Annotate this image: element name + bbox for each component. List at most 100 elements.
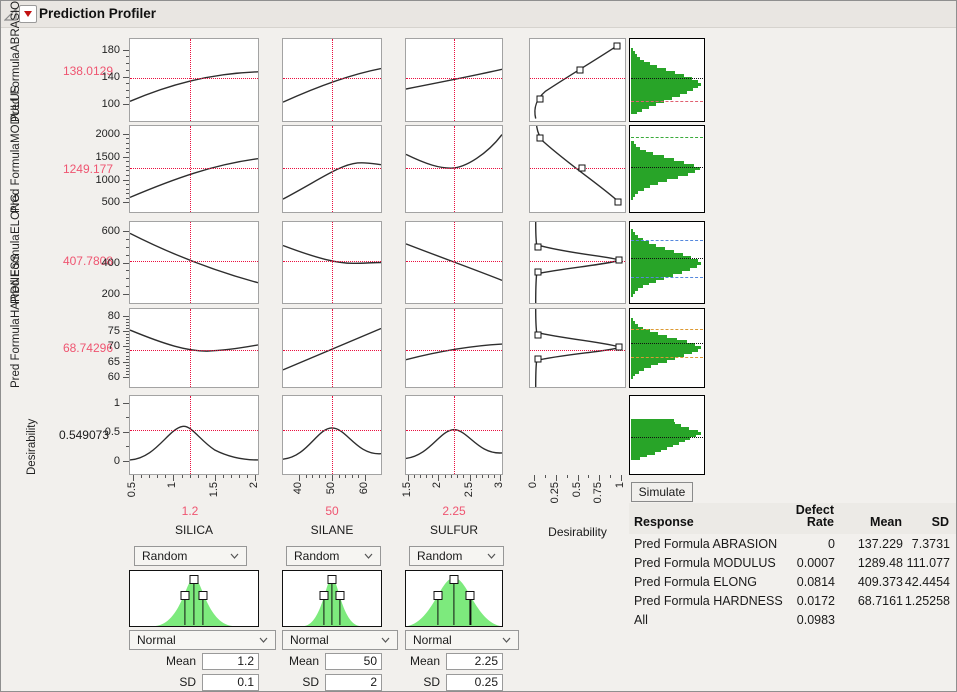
random-dropdown-silane[interactable]: Random [286,546,381,566]
profile-cell-hardness-sulfur[interactable] [405,308,503,388]
factor-crosshair[interactable] [454,309,455,387]
desirability-handle[interactable] [534,331,542,339]
sd-input[interactable]: 0.1 [202,673,259,691]
x-minor-tick [238,475,240,478]
y-minor-tick [126,83,129,85]
desirability-cell-hardness[interactable] [529,308,626,388]
desirability-handle[interactable] [536,95,544,103]
factor-crosshair[interactable] [190,309,192,387]
histogram-bar [631,354,685,358]
y-minor-tick [126,352,129,354]
factor-crosshair[interactable] [332,309,333,387]
sd-handle[interactable] [465,590,475,600]
factor-distribution-silica[interactable] [129,570,259,627]
factor-crosshair[interactable] [454,222,455,303]
y-minor-tick [126,56,129,58]
profile-cell-hardness-silica[interactable] [129,308,259,388]
sd-handle[interactable] [433,590,443,600]
factor-crosshair[interactable] [332,39,333,121]
response-current-value[interactable]: 407.7808 [62,254,113,268]
histogram-bar [631,164,694,168]
sd-input[interactable]: 0.25 [446,673,503,691]
histogram-bar [631,105,649,109]
response-crosshair [130,429,258,431]
distribution-dropdown-sulfur[interactable]: Normal [405,630,519,650]
factor-crosshair[interactable] [190,222,192,303]
profile-cell-elong-silane[interactable] [282,221,382,304]
histogram-bar [631,97,673,100]
desirability-handle[interactable] [613,42,621,50]
sd-input[interactable]: 2 [325,673,382,691]
random-dropdown-silica[interactable]: Random [134,546,247,566]
desirability-trace-sulfur[interactable] [405,395,503,475]
histogram-bar [631,321,636,324]
simulation-histogram-hardness [629,308,705,388]
outline-disclosure-icon[interactable] [4,8,17,21]
sd-handle[interactable] [335,590,345,600]
mean-input[interactable]: 50 [325,652,382,670]
table-cell-response: Pred Formula MODULUS [634,556,776,570]
desirability-cell-abrasion[interactable] [529,38,626,122]
mean-input[interactable]: 2.25 [446,652,503,670]
histogram-bar [631,437,691,440]
desirability-handle[interactable] [578,164,586,172]
desirability-handle[interactable] [615,256,623,264]
desirability-trace-silica[interactable] [129,395,259,475]
profile-cell-modulus-sulfur[interactable] [405,125,503,213]
response-crosshair [406,77,502,79]
factor-current-value[interactable]: 1.2 [181,504,199,518]
profile-cell-abrasion-sulfur[interactable] [405,38,503,122]
profile-cell-elong-sulfur[interactable] [405,221,503,304]
desirability-cell-modulus[interactable] [529,125,626,213]
desirability-handle[interactable] [615,343,623,351]
desirability-handle[interactable] [534,243,542,251]
y-tick-mark [123,156,129,158]
desirability-handle[interactable] [614,198,622,206]
profile-cell-hardness-silane[interactable] [282,308,382,388]
x-minor-tick [450,475,452,478]
factor-distribution-sulfur[interactable] [405,570,503,627]
desirability-cell-elong[interactable] [529,221,626,304]
desirability-current-value[interactable]: 0.549073 [58,428,109,442]
histogram-bar [631,108,643,112]
response-current-value[interactable]: 68.74296 [62,341,113,355]
profile-cell-abrasion-silane[interactable] [282,38,382,122]
desirability-handle[interactable] [534,268,542,276]
profile-cell-elong-silica[interactable] [129,221,259,304]
factor-crosshair[interactable] [454,396,455,474]
histogram-bar [631,50,635,54]
factor-crosshair[interactable] [190,396,192,474]
distribution-dropdown-silica[interactable]: Normal [129,630,276,650]
factor-crosshair[interactable] [332,396,333,474]
profile-cell-abrasion-silica[interactable] [129,38,259,122]
mean-handle[interactable] [327,574,337,584]
factor-crosshair[interactable] [332,222,333,303]
factor-crosshair[interactable] [190,39,192,121]
profile-cell-modulus-silane[interactable] [282,125,382,213]
simulate-button[interactable]: Simulate [631,482,693,502]
sd-handle[interactable] [198,590,208,600]
red-triangle-menu-button[interactable] [19,5,37,23]
factor-current-value[interactable]: 2.25 [442,504,466,518]
factor-distribution-silane[interactable] [282,570,382,627]
desirability-handle[interactable] [536,134,543,142]
response-current-value[interactable]: 138.0129 [62,64,113,78]
table-cell-response: Pred Formula ELONG [634,575,757,589]
mean-handle[interactable] [449,574,459,584]
factor-current-value[interactable]: 50 [325,504,339,518]
factor-crosshair[interactable] [454,39,455,121]
random-dropdown-sulfur[interactable]: Random [409,546,504,566]
y-tick-label: 0.5 [104,425,120,438]
y-axis-desirability: 1 0.5 0 [89,395,129,475]
response-current-value[interactable]: 1249.177 [62,162,113,176]
sd-handle[interactable] [180,590,190,600]
sd-handle[interactable] [319,590,329,600]
y-minor-tick [126,373,129,375]
profile-cell-modulus-silica[interactable] [129,125,259,213]
mean-input[interactable]: 1.2 [202,652,259,670]
desirability-handle[interactable] [576,66,584,74]
desirability-handle[interactable] [534,355,542,363]
distribution-dropdown-silane[interactable]: Normal [282,630,398,650]
desirability-trace-silane[interactable] [282,395,382,475]
mean-handle[interactable] [189,574,199,584]
